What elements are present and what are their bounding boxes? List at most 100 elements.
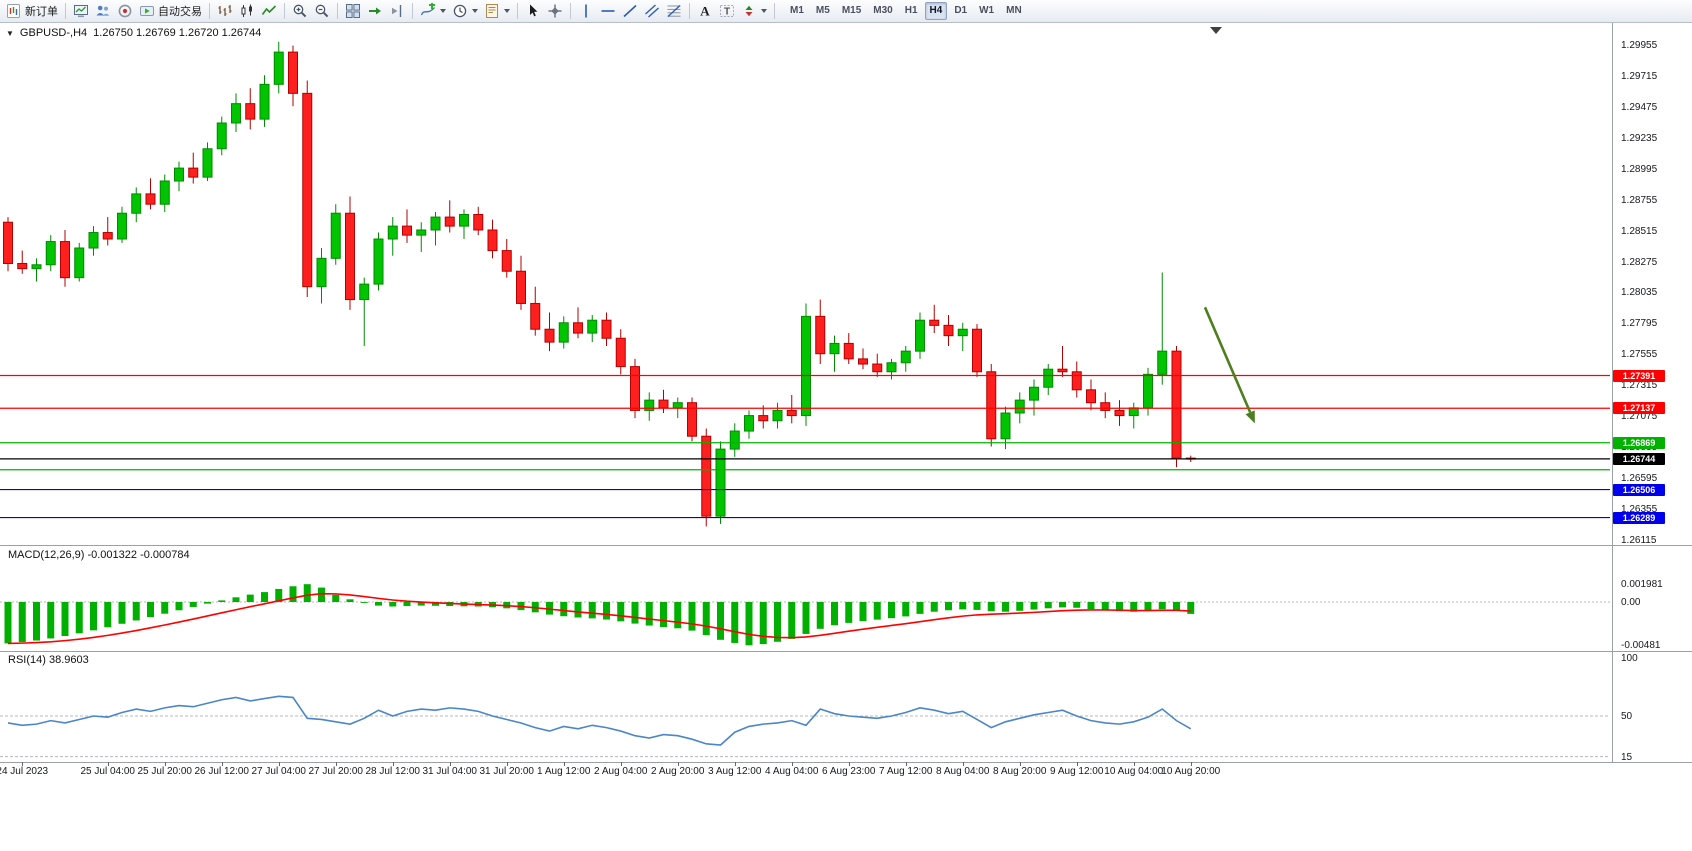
macd-panel-canvas[interactable] — [0, 547, 1610, 650]
bar-chart-button[interactable] — [214, 1, 236, 21]
time-axis-label[interactable]: 28 Jul 12:00 — [365, 766, 421, 777]
candle — [1143, 373, 1153, 409]
time-axis-label[interactable]: 2 Aug 20:00 — [651, 766, 705, 777]
macd-panel-splitter[interactable] — [0, 545, 1692, 546]
timeframe-button-M30[interactable]: M30 — [873, 5, 893, 16]
macd-histogram-bar — [845, 602, 853, 623]
macd-histogram-bar — [1101, 602, 1109, 611]
time-axis-label[interactable]: 4 Aug 04:00 — [765, 766, 819, 777]
timeframe-button-D1[interactable]: D1 — [954, 5, 968, 16]
rsi-panel-canvas[interactable] — [0, 652, 1610, 762]
candle — [843, 342, 854, 360]
time-axis-label[interactable]: 7 Aug 12:00 — [879, 766, 933, 777]
text-label-tool-button[interactable]: T — [716, 1, 738, 21]
candle — [416, 229, 427, 236]
time-axis-label[interactable]: 10 Aug 04:00 — [1104, 766, 1164, 777]
timeframe-button-MN[interactable]: MN — [1006, 5, 1022, 16]
one-click-trading-toggle[interactable]: ▼ — [6, 28, 14, 38]
time-axis-label[interactable]: 2 Aug 04:00 — [594, 766, 648, 777]
price-axis-label: 1.26115 — [1621, 534, 1657, 546]
toolbar-separator — [517, 3, 518, 19]
time-axis-label[interactable]: 31 Jul 20:00 — [479, 766, 535, 777]
zoom-in-button[interactable] — [289, 1, 311, 21]
price-axis-label: 1.29235 — [1621, 132, 1658, 144]
templates-button[interactable] — [481, 1, 513, 21]
time-axis-label[interactable]: 3 Aug 12:00 — [708, 766, 762, 777]
timeframe-button-H1[interactable]: H1 — [904, 5, 918, 16]
auto-scroll-button[interactable] — [364, 1, 386, 21]
time-axis-label[interactable]: 27 Jul 20:00 — [308, 766, 364, 777]
toolbar-separator — [65, 3, 66, 19]
time-axis-label[interactable]: 27 Jul 04:00 — [251, 766, 307, 777]
macd-histogram-bar — [403, 602, 411, 607]
timeframe-button-H4[interactable]: H4 — [924, 2, 948, 20]
candle — [1057, 368, 1068, 373]
periods-button[interactable] — [449, 1, 481, 21]
candle — [145, 193, 156, 205]
candle — [729, 430, 740, 450]
accounts-button[interactable] — [92, 1, 114, 21]
time-axis-label[interactable]: 8 Aug 20:00 — [993, 766, 1047, 777]
tile-windows-button[interactable] — [342, 1, 364, 21]
crosshair-icon — [548, 4, 562, 18]
trendline-tool-button[interactable] — [619, 1, 641, 21]
time-axis-label[interactable]: 10 Aug 20:00 — [1161, 766, 1221, 777]
autotrading-button[interactable]: 自动交易 — [136, 1, 205, 21]
timeframe-button-M15[interactable]: M15 — [841, 5, 862, 16]
zoom-out-button[interactable] — [311, 1, 333, 21]
chart-shift-button[interactable] — [386, 1, 408, 21]
toolbar-separator — [337, 3, 338, 19]
candle — [501, 250, 512, 272]
rsi-label: RSI(14) 38.9603 — [8, 654, 89, 666]
price-axis-label: 1.28515 — [1621, 225, 1658, 237]
line-chart-button[interactable] — [258, 1, 280, 21]
timeframe-toolbar: M1 M5 M15 M30 H1 H4 D1 W1 MN — [785, 2, 1027, 20]
fibonacci-tool-button[interactable] — [663, 1, 685, 21]
vertical-line-tool-button[interactable] — [575, 1, 597, 21]
candle — [672, 402, 683, 409]
macd-histogram-bar — [717, 602, 724, 640]
time-axis-label[interactable]: 31 Jul 04:00 — [422, 766, 478, 777]
macd-histogram-bar — [1158, 602, 1166, 610]
accounts-icon — [96, 5, 110, 16]
candlestick-chart-button[interactable] — [236, 1, 258, 21]
candle — [231, 103, 241, 124]
candle — [216, 122, 227, 150]
time-axis-tick — [620, 762, 622, 766]
time-axis-label[interactable]: 8 Aug 04:00 — [936, 766, 990, 777]
time-axis-label[interactable]: 26 Jul 12:00 — [194, 766, 250, 777]
main-chart-canvas[interactable] — [0, 24, 1610, 545]
text-tool-button[interactable]: A — [694, 1, 716, 21]
macd-histogram-bar — [189, 602, 197, 607]
time-axis-label[interactable]: 9 Aug 12:00 — [1050, 766, 1104, 777]
time-axis-label[interactable]: 6 Aug 23:00 — [822, 766, 876, 777]
channel-tool-button[interactable] — [641, 1, 663, 21]
price-tag: 1.27137 — [1613, 402, 1665, 415]
candle — [601, 319, 612, 339]
arrows-tool-button[interactable] — [738, 1, 770, 21]
time-axis-label[interactable]: 24 Jul 2023 — [0, 766, 49, 777]
market-depth-button[interactable] — [70, 1, 92, 21]
new-order-button[interactable]: 新订单 — [3, 1, 61, 21]
timeframe-button-W1[interactable]: W1 — [979, 5, 995, 16]
candle — [929, 319, 940, 326]
horizontal-line-tool-button[interactable] — [597, 1, 619, 21]
candle — [530, 302, 541, 330]
community-button[interactable] — [114, 1, 136, 21]
indicators-button[interactable] — [417, 1, 449, 21]
candle — [744, 415, 754, 432]
candle — [1043, 368, 1054, 388]
cursor-tool-button[interactable] — [522, 1, 544, 21]
candle — [45, 241, 56, 266]
time-axis-label[interactable]: 25 Jul 20:00 — [137, 766, 193, 777]
macd-histogram-bar — [774, 602, 781, 642]
time-axis-tick — [335, 762, 337, 766]
crosshair-tool-button[interactable] — [544, 1, 566, 21]
timeframe-button-M5[interactable]: M5 — [815, 5, 830, 16]
rsi-panel-splitter[interactable] — [0, 651, 1692, 652]
time-axis-label[interactable]: 25 Jul 04:00 — [80, 766, 136, 777]
candle — [715, 448, 726, 517]
time-axis-label[interactable]: 1 Aug 12:00 — [537, 766, 591, 777]
timeframe-button-M1[interactable]: M1 — [790, 5, 804, 16]
candle — [174, 167, 184, 182]
